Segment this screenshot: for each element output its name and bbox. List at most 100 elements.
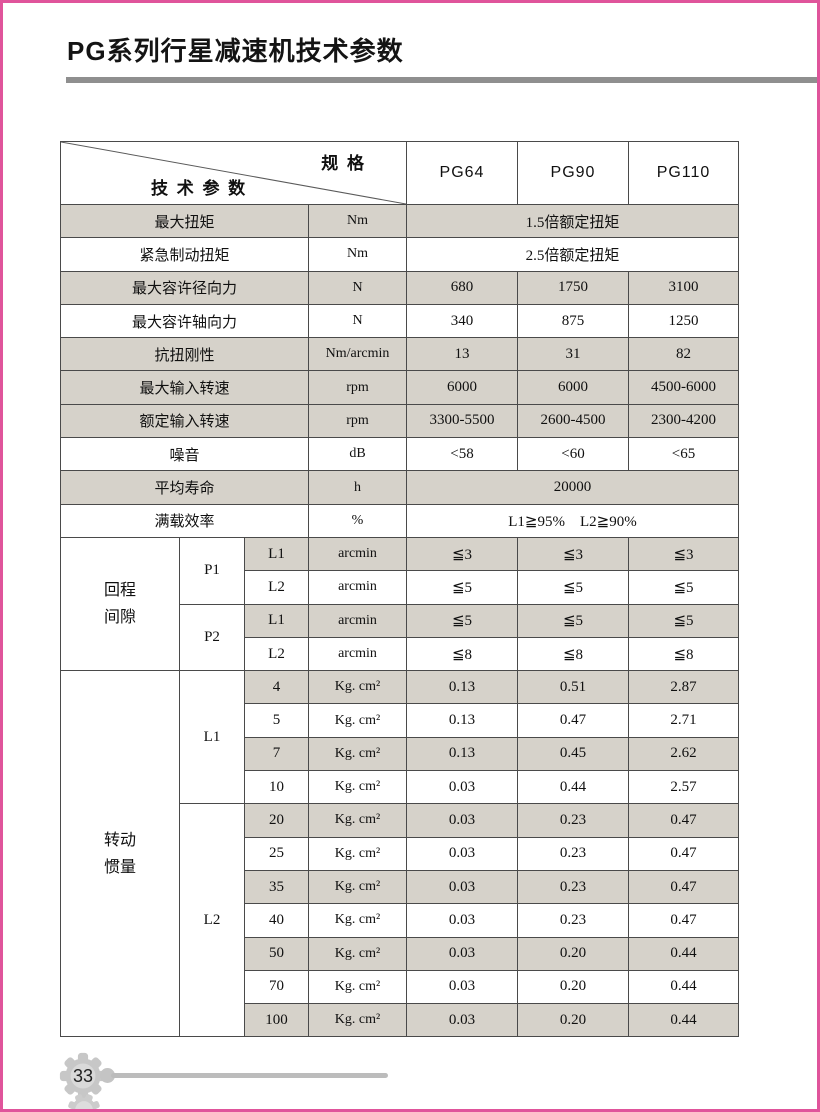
ratio-cell: 7 <box>244 736 309 772</box>
value-cell: ≦3 <box>628 536 739 572</box>
value-cell: ≦8 <box>628 636 739 672</box>
value-cell: 0.20 <box>517 1003 629 1038</box>
value-cell: 6000 <box>517 370 629 405</box>
value-cell: ≦8 <box>517 636 629 672</box>
unit-cell: rpm <box>308 403 407 439</box>
value-cell: 2600-4500 <box>517 403 629 439</box>
value-cell: 0.13 <box>406 703 518 738</box>
value-cell: 0.44 <box>628 1003 739 1038</box>
table-row: 满载效率 % L1≧95% L2≧90% <box>60 503 739 538</box>
footer-line-dot <box>100 1068 115 1083</box>
ratio-cell: 70 <box>244 969 309 1005</box>
page-number-badge: 33 <box>59 1052 107 1100</box>
value-cell: ≦8 <box>406 636 518 672</box>
param-name-cell: 最大输入转速 <box>60 370 309 405</box>
merged-value-cell: 20000 <box>406 470 739 505</box>
unit-cell: arcmin <box>308 536 407 572</box>
value-cell: 0.13 <box>406 670 518 705</box>
col-header-pg64: PG64 <box>406 141 518 205</box>
value-cell: 0.03 <box>406 1003 518 1038</box>
param-name-cell: 噪音 <box>60 437 309 472</box>
unit-cell: Nm <box>308 237 407 272</box>
unit-cell: Kg. cm² <box>308 703 407 738</box>
ratio-cell: 10 <box>244 770 309 805</box>
table-row: P2 L1 arcmin ≦5 ≦5 ≦5 <box>61 603 739 672</box>
value-cell: 0.44 <box>517 770 629 805</box>
param-name-cell: 平均寿命 <box>60 470 309 505</box>
param-name-cell: 额定输入转速 <box>60 403 309 439</box>
spec-table: 规 格 技 术 参 数 PG64 PG90 PG110 最大扭矩 Nm 1.5倍… <box>60 141 739 1038</box>
table-row: 转动 惯量 L1 4 Kg. cm² 0.13 0.51 2.87 <box>60 670 739 1038</box>
value-cell: 0.03 <box>406 803 518 838</box>
value-cell: <58 <box>406 437 518 472</box>
value-cell: 0.47 <box>628 903 739 938</box>
value-cell: 0.20 <box>517 969 629 1005</box>
value-cell: 0.03 <box>406 969 518 1005</box>
ratio-cell: 4 <box>244 670 309 705</box>
param-name-cell: 抗扭刚性 <box>60 337 309 372</box>
value-cell: 31 <box>517 337 629 372</box>
value-cell: 0.23 <box>517 836 629 871</box>
value-cell: ≦5 <box>406 603 518 638</box>
stage-cell: L1 <box>244 536 309 572</box>
value-cell: ≦5 <box>406 570 518 605</box>
table-row: 50 Kg. cm² 0.03 0.20 0.44 <box>61 936 739 971</box>
unit-cell: N <box>308 303 407 339</box>
table-row: 100 Kg. cm² 0.03 0.20 0.44 <box>61 1003 739 1038</box>
value-cell: 6000 <box>406 370 518 405</box>
value-cell: ≦5 <box>517 570 629 605</box>
value-cell: 3300-5500 <box>406 403 518 439</box>
group-label-backlash: 回程 间隙 <box>60 536 180 672</box>
unit-cell: Kg. cm² <box>308 903 407 938</box>
value-cell: 0.51 <box>517 670 629 705</box>
unit-cell: % <box>308 503 407 538</box>
ratio-cell: 50 <box>244 936 309 971</box>
merged-value-cell: 2.5倍额定扭矩 <box>406 237 739 272</box>
diagonal-line <box>61 142 406 204</box>
ratio-cell: 40 <box>244 903 309 938</box>
unit-cell: Kg. cm² <box>308 736 407 772</box>
table-row: 10 Kg. cm² 0.03 0.44 2.57 <box>61 770 739 805</box>
precision-cell-p2: P2 <box>179 603 245 672</box>
stage-cell: L1 <box>244 603 309 638</box>
value-cell: 0.47 <box>628 836 739 871</box>
ratio-cell: 25 <box>244 836 309 871</box>
unit-cell: Kg. cm² <box>308 869 407 905</box>
table-row: 额定输入转速 rpm 3300-5500 2600-4500 2300-4200 <box>60 403 739 439</box>
value-cell: 0.03 <box>406 903 518 938</box>
table-row: 抗扭刚性 Nm/arcmin 13 31 82 <box>60 337 739 372</box>
value-cell: <60 <box>517 437 629 472</box>
footer-line <box>111 1073 388 1078</box>
stage-cell: L2 <box>244 570 309 605</box>
value-cell: 2300-4200 <box>628 403 739 439</box>
value-cell: 0.20 <box>517 936 629 971</box>
value-cell: 680 <box>406 270 518 305</box>
value-cell: 2.62 <box>628 736 739 772</box>
page-title: PG系列行星减速机技术参数 <box>67 36 404 66</box>
precision-cell-p1: P1 <box>179 536 245 605</box>
page-number: 33 <box>72 1065 94 1086</box>
value-cell: 0.44 <box>628 969 739 1005</box>
value-cell: 13 <box>406 337 518 372</box>
value-cell: 0.03 <box>406 869 518 905</box>
unit-cell: arcmin <box>308 603 407 638</box>
small-gear-icon <box>68 1094 100 1109</box>
param-name-cell: 满载效率 <box>60 503 309 538</box>
unit-cell: arcmin <box>308 570 407 605</box>
ratio-cell: 100 <box>244 1003 309 1038</box>
value-cell: 340 <box>406 303 518 339</box>
stage-cell-l1: L1 <box>179 670 245 805</box>
unit-cell: Nm <box>308 203 407 239</box>
col-header-pg110: PG110 <box>628 141 739 205</box>
value-cell: ≦5 <box>628 603 739 638</box>
param-name-cell: 紧急制动扭矩 <box>60 237 309 272</box>
unit-cell: dB <box>308 437 407 472</box>
ratio-cell: 20 <box>244 803 309 838</box>
value-cell: 0.03 <box>406 836 518 871</box>
table-row: 噪音 dB <58 <60 <65 <box>60 437 739 472</box>
value-cell: 0.03 <box>406 770 518 805</box>
value-cell: 3100 <box>628 270 739 305</box>
unit-cell: Kg. cm² <box>308 1003 407 1038</box>
table-row: 紧急制动扭矩 Nm 2.5倍额定扭矩 <box>60 237 739 272</box>
value-cell: 0.03 <box>406 936 518 971</box>
